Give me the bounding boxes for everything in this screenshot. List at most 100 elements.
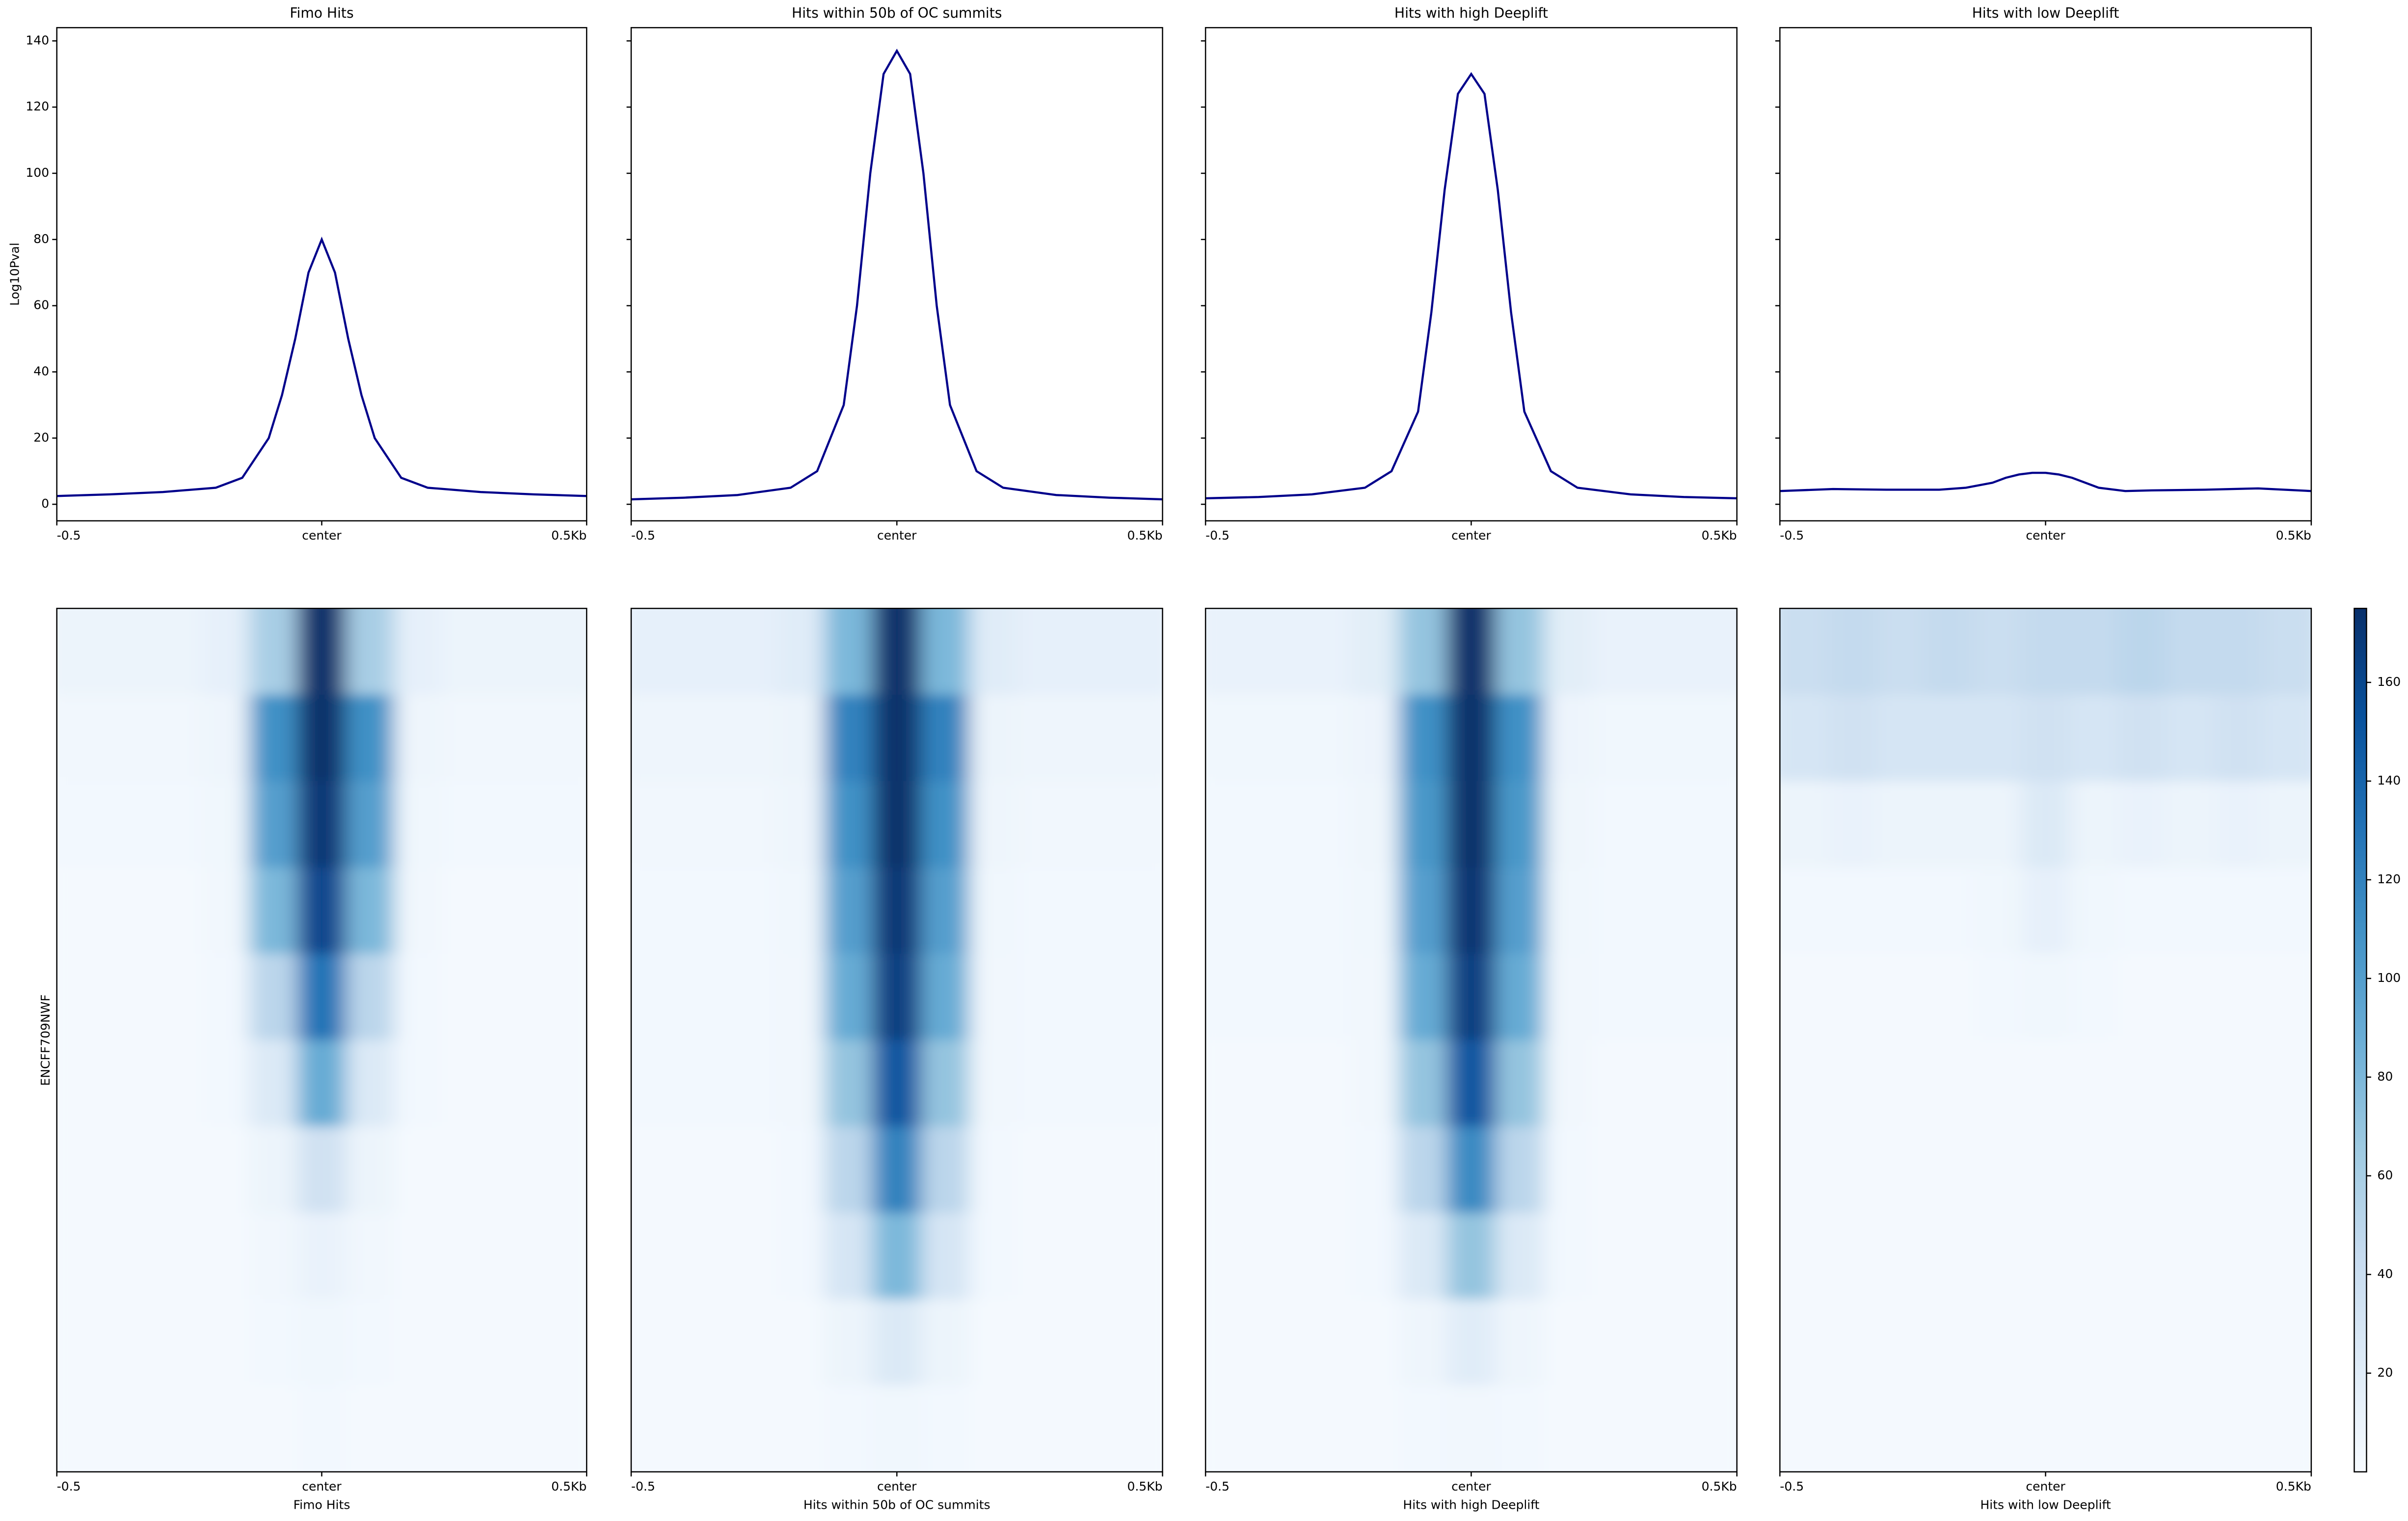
heatmap-cell xyxy=(2069,1126,2119,1214)
heatmap-cell xyxy=(1114,1213,1163,1300)
heatmap-cell xyxy=(153,1213,202,1300)
heatmap-cell xyxy=(394,1213,443,1300)
heatmap-cell xyxy=(1688,608,1737,696)
heatmap-cell xyxy=(1114,1385,1163,1472)
heatmap-cell xyxy=(921,1299,970,1386)
heatmap-cell xyxy=(1447,1126,1497,1214)
heatmap-cell xyxy=(1254,1299,1303,1386)
heatmap-cell xyxy=(1640,781,1689,869)
heatmap-cell xyxy=(1876,1385,1926,1472)
heatmap-cell xyxy=(1017,1040,1067,1127)
heatmap-cell xyxy=(346,1126,395,1214)
heatmap-cell xyxy=(1017,953,1067,1041)
heatmap-cell xyxy=(2215,1126,2264,1214)
heatmap-cell xyxy=(1066,1385,1115,1472)
heatmap-cell xyxy=(490,1126,539,1214)
heatmap-cell xyxy=(105,1385,154,1472)
heatmap-cell xyxy=(873,1213,922,1300)
heatmap-cell xyxy=(2069,1385,2119,1472)
heatmap-clip xyxy=(631,608,1163,1472)
axes-frame xyxy=(1204,27,1738,522)
heatmap-cell xyxy=(346,695,395,782)
heatmap-cell xyxy=(631,1213,680,1300)
heatmap-cell xyxy=(1640,1299,1689,1386)
heatmap-cell xyxy=(969,781,1018,869)
heatmap-cell xyxy=(297,695,347,782)
heatmap-cell xyxy=(1592,695,1641,782)
heatmap-cell xyxy=(2021,953,2071,1041)
heatmap-cell xyxy=(824,608,874,696)
heatmap-cell xyxy=(1350,1126,1400,1214)
heatmap-cell xyxy=(442,608,491,696)
heatmap-cell xyxy=(1350,1385,1400,1472)
y-tick-label: 100 xyxy=(26,165,49,180)
heatmap-cell xyxy=(1640,953,1689,1041)
heatmap-cell xyxy=(1350,1040,1400,1127)
heatmap-cell xyxy=(297,953,347,1041)
heatmap-cell xyxy=(538,953,587,1041)
heatmap-cell xyxy=(1447,1040,1497,1127)
heatmap-cell xyxy=(201,953,250,1041)
heatmap-cell xyxy=(1350,1213,1400,1300)
heatmap-cell xyxy=(1302,1040,1351,1127)
heatmap-cell xyxy=(2021,1299,2071,1386)
heatmap-cell xyxy=(1350,781,1400,869)
heatmap-cell xyxy=(2263,608,2311,696)
heatmap-cell xyxy=(442,1213,491,1300)
heatmap-cell xyxy=(1350,608,1400,696)
heatmap-cell xyxy=(727,695,777,782)
heatmap-cell xyxy=(2215,953,2264,1041)
heatmap-cell xyxy=(1017,867,1067,955)
heatmap-cell xyxy=(1447,781,1497,869)
colorbar-tick-label: 60 xyxy=(2377,1168,2393,1182)
heatmap-cell xyxy=(394,781,443,869)
heatmap-cell xyxy=(1350,867,1400,955)
heatmap-cell xyxy=(921,1126,970,1214)
heatmap-cell xyxy=(1592,1385,1641,1472)
heatmap-cell xyxy=(2069,695,2119,782)
heatmap-cell xyxy=(1398,953,1448,1041)
heatmap-cell xyxy=(1302,608,1351,696)
heatmap-cell xyxy=(346,781,395,869)
heatmap-cell xyxy=(2263,1213,2311,1300)
heatmap-cell xyxy=(2021,781,2071,869)
heatmap-cell xyxy=(249,695,298,782)
heatmap-cell xyxy=(2118,781,2167,869)
heatmap-cell xyxy=(2166,781,2216,869)
heatmap-cell xyxy=(1925,1040,1974,1127)
heatmap-cell xyxy=(2069,1299,2119,1386)
heatmap-cell xyxy=(921,781,970,869)
colorbar-tick-label: 40 xyxy=(2377,1267,2393,1281)
heatmap-cell xyxy=(105,781,154,869)
heatmap-cell xyxy=(394,1385,443,1472)
heatmap-cell xyxy=(1447,608,1497,696)
x-tick-label: center xyxy=(2026,1479,2065,1494)
heatmap-cell xyxy=(394,608,443,696)
heatmap-cell xyxy=(1828,1385,1877,1472)
heatmap-cell xyxy=(824,1299,874,1386)
heatmap-cell xyxy=(201,781,250,869)
heatmap-cell xyxy=(776,1213,826,1300)
heatmap-cell xyxy=(1973,695,2022,782)
heatmap-cell xyxy=(1114,953,1163,1041)
heatmap-cell xyxy=(346,867,395,955)
heatmap-cell xyxy=(1254,608,1303,696)
heatmap-cell xyxy=(873,1299,922,1386)
heatmap-cell xyxy=(1398,608,1448,696)
heatmap-cell xyxy=(1495,1040,1545,1127)
heatmap-cell xyxy=(201,1385,250,1472)
heatmap-cell xyxy=(1447,867,1497,955)
heatmap-cell xyxy=(1876,781,1926,869)
heatmap-cell xyxy=(1780,1126,1829,1214)
heatmap-cell xyxy=(1302,1385,1351,1472)
heatmap-cell xyxy=(201,1126,250,1214)
heatmap-cell xyxy=(1688,1385,1737,1472)
heatmap-cell xyxy=(1254,695,1303,782)
heatmap-cell xyxy=(1350,695,1400,782)
heatmap-cell xyxy=(727,608,777,696)
heatmap-cell xyxy=(1544,1213,1593,1300)
heatmap-cell xyxy=(921,695,970,782)
heatmap-cell xyxy=(538,608,587,696)
heatmap-cell xyxy=(1017,1299,1067,1386)
colorbar-tick-label: 100 xyxy=(2377,971,2401,985)
